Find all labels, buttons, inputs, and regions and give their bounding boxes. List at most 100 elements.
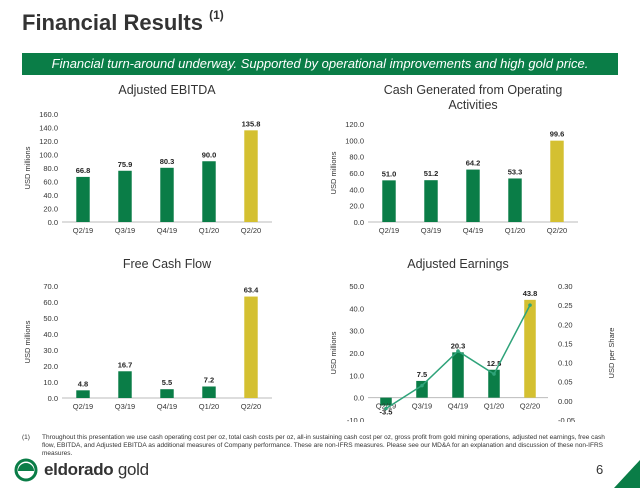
logo-word-gold: gold <box>113 460 149 479</box>
data-label: 80.3 <box>160 157 175 166</box>
y-axis-label: USD millions <box>23 146 32 189</box>
y-tick-label: 40.0 <box>43 191 58 200</box>
y-tick-label: 20.0 <box>43 205 58 214</box>
bar-Q3-19 <box>416 380 428 398</box>
bar-Q1-20 <box>202 161 216 222</box>
x-tick-label: Q4/19 <box>157 402 177 411</box>
y-tick-label: -10.0 <box>347 416 364 422</box>
eps-point <box>420 383 424 388</box>
x-tick-label: Q3/19 <box>421 226 441 235</box>
bar-Q3-19 <box>118 371 132 398</box>
data-label: 99.6 <box>550 130 565 139</box>
y-tick-label: 30.0 <box>43 346 58 355</box>
eps-point <box>384 406 388 411</box>
data-label: 7.5 <box>417 370 427 379</box>
x-tick-label: Q1/20 <box>199 402 219 411</box>
x-tick-label: Q1/20 <box>484 402 504 411</box>
data-label: 64.2 <box>466 159 481 168</box>
bar-Q2-20 <box>244 130 258 222</box>
y2-tick-label: 0.00 <box>558 397 573 406</box>
y-tick-label: 160.0 <box>39 110 58 119</box>
y-tick-label: 50.0 <box>43 314 58 323</box>
chart-title: Adjusted Earnings <box>407 257 508 271</box>
data-label: 20.3 <box>451 341 466 350</box>
adjusted-ebitda-chart: Adjusted EBITDA 0.0 20.0 40.0 60.0 80.0 100.0 1… <box>23 83 272 235</box>
x-tick-label: Q2/19 <box>73 226 93 235</box>
y-tick-label: 0.0 <box>48 218 58 227</box>
y-tick-label: 120.0 <box>39 137 58 146</box>
data-label: 16.7 <box>118 360 133 369</box>
bar-Q2-19 <box>382 180 396 222</box>
y-tick-label: 20.0 <box>349 202 364 211</box>
x-tick-label: Q3/19 <box>115 226 135 235</box>
x-tick-label: Q3/19 <box>115 402 135 411</box>
footnote: (1) Throughout this presentation we use … <box>22 434 612 458</box>
y-tick-label: 10.0 <box>43 378 58 387</box>
y-tick-label: 70.0 <box>43 282 58 291</box>
page-title: Financial Results (1) <box>22 8 224 36</box>
x-tick-label: Q2/19 <box>73 402 93 411</box>
headline-banner: Financial turn-around underway. Supporte… <box>22 53 618 75</box>
y-axis-label: USD millions <box>329 331 338 374</box>
x-tick-label: Q2/20 <box>520 402 540 411</box>
eps-point <box>528 303 532 307</box>
y-tick-label: 80.0 <box>43 164 58 173</box>
y-tick-label: 100.0 <box>345 136 364 145</box>
page-number: 6 <box>596 462 604 477</box>
data-label: 90.0 <box>202 150 217 159</box>
y2-tick-label: 0.30 <box>558 282 573 291</box>
x-tick-label: Q4/19 <box>463 226 483 235</box>
data-label: 66.8 <box>76 166 91 175</box>
logo-wordmark: eldorado gold <box>44 460 149 480</box>
x-tick-label: Q2/19 <box>376 402 396 411</box>
data-label: 135.8 <box>242 119 261 128</box>
y-tick-label: 40.0 <box>43 330 58 339</box>
y2-tick-label: 0.20 <box>558 320 573 329</box>
y-tick-label: 60.0 <box>349 169 364 178</box>
x-tick-label: Q1/20 <box>199 226 219 235</box>
y-tick-label: 40.0 <box>349 185 364 194</box>
corner-accent <box>614 460 640 488</box>
bar-Q2-19 <box>76 390 90 398</box>
data-label: 5.5 <box>162 378 172 387</box>
company-logo: eldorado gold <box>14 458 214 484</box>
y-tick-label: 50.0 <box>349 282 364 291</box>
y-tick-label: 20.0 <box>43 362 58 371</box>
y2-tick-label: 0.05 <box>558 378 573 387</box>
data-label: 12.5 <box>487 359 502 368</box>
y-tick-label: 140.0 <box>39 124 58 133</box>
data-label: 75.9 <box>118 160 133 169</box>
bar-Q1-20 <box>508 178 522 222</box>
y-tick-label: 40.0 <box>349 304 364 313</box>
y-tick-label: 100.0 <box>39 151 58 160</box>
logo-mark-icon <box>14 458 38 482</box>
bar-Q2-19 <box>380 397 392 406</box>
x-tick-label: Q4/19 <box>157 226 177 235</box>
headline-banner-text: Financial turn-around underway. Supporte… <box>51 56 589 71</box>
page-title-text: Financial Results <box>22 10 203 35</box>
data-label: 51.0 <box>382 169 397 178</box>
chart-title: Activities <box>448 98 497 112</box>
data-label: 4.8 <box>78 379 88 388</box>
y-tick-label: 10.0 <box>349 371 364 380</box>
y-axis-label: USD millions <box>23 320 32 363</box>
x-tick-label: Q2/19 <box>379 226 399 235</box>
data-label: 7.2 <box>204 375 214 384</box>
chart-title: Adjusted EBITDA <box>118 83 216 97</box>
y-axis-label: USD millions <box>329 151 338 194</box>
bar-Q2-20 <box>550 140 564 222</box>
bar-Q1-20 <box>488 369 500 398</box>
y-tick-label: 0.0 <box>354 218 364 227</box>
y-tick-label: 30.0 <box>349 327 364 336</box>
x-tick-label: Q1/20 <box>505 226 525 235</box>
x-tick-label: Q2/20 <box>241 226 261 235</box>
bar-Q4-19 <box>160 389 174 398</box>
eps-point <box>456 349 460 353</box>
bar-Q4-19 <box>160 167 174 222</box>
data-label: -3.5 <box>380 407 393 416</box>
bar-Q1-20 <box>202 386 216 398</box>
y-tick-label: 0.0 <box>48 394 58 403</box>
y2-axis-label: USD per Share <box>607 328 616 379</box>
title-footnote-marker: (1) <box>209 8 224 22</box>
